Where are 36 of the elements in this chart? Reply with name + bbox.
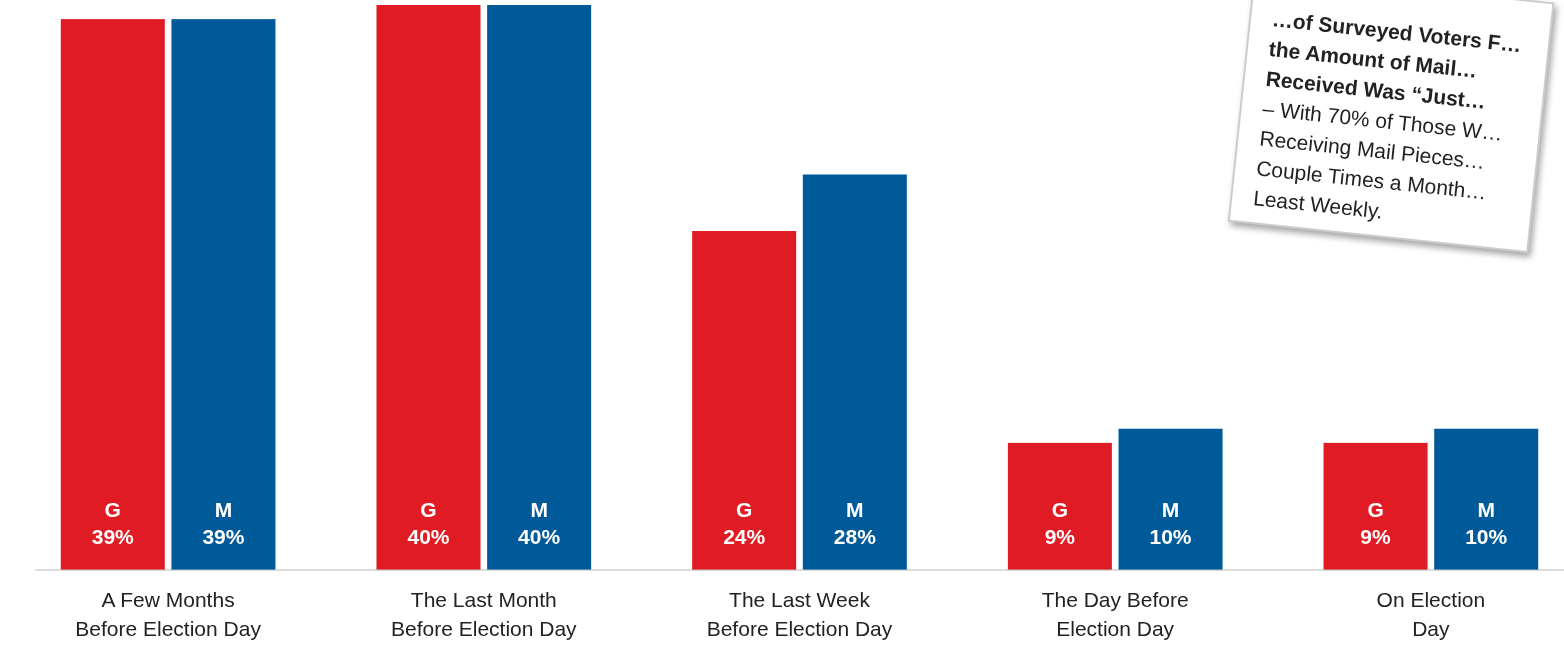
text: G	[736, 498, 753, 521]
text: G	[1367, 498, 1384, 521]
text: M	[846, 498, 864, 521]
x-tick-label: The Last Week Before Election Day	[706, 588, 893, 640]
x-tick-label: A Few Months Before Election Day	[75, 588, 262, 640]
data-label: 9%	[1360, 525, 1392, 548]
bar	[1007, 442, 1112, 570]
series-label: M	[214, 498, 233, 521]
bar	[376, 5, 481, 570]
data-label: 39%	[202, 525, 245, 548]
text: M	[1477, 498, 1495, 521]
data-label: 40%	[407, 525, 450, 548]
text: G	[1051, 498, 1069, 521]
data-label: 40%	[518, 525, 561, 548]
bar	[692, 231, 797, 570]
bar	[171, 19, 276, 570]
x-tick-label: The Last Month Before Election Day	[391, 588, 578, 640]
data-label: 28%	[833, 525, 877, 548]
data-label: 39%	[91, 525, 135, 548]
data-label: 10%	[1149, 525, 1192, 548]
text: G	[104, 498, 121, 521]
bar	[1118, 428, 1223, 570]
annotation: …of Surveyed Voters F… the Amount of Mail… Received Was “Just… – With 70% of Those W… Receiving Mail Pieces… Couple Times a Month… Least Weekly.	[1252, 7, 1523, 223]
bar	[487, 5, 592, 570]
bar	[60, 19, 165, 570]
x-tick-label: On Election Day	[1376, 588, 1486, 640]
bar	[1323, 442, 1428, 570]
text: M	[1161, 498, 1180, 521]
data-label: 24%	[723, 525, 766, 548]
text: M	[530, 498, 548, 521]
data-label: 9%	[1044, 525, 1076, 548]
data-label: 10%	[1465, 525, 1508, 548]
bar	[1434, 428, 1539, 570]
x-tick-label: The Day Before Election Day	[1041, 588, 1189, 640]
series-label: G	[420, 498, 437, 521]
bar	[802, 174, 907, 570]
